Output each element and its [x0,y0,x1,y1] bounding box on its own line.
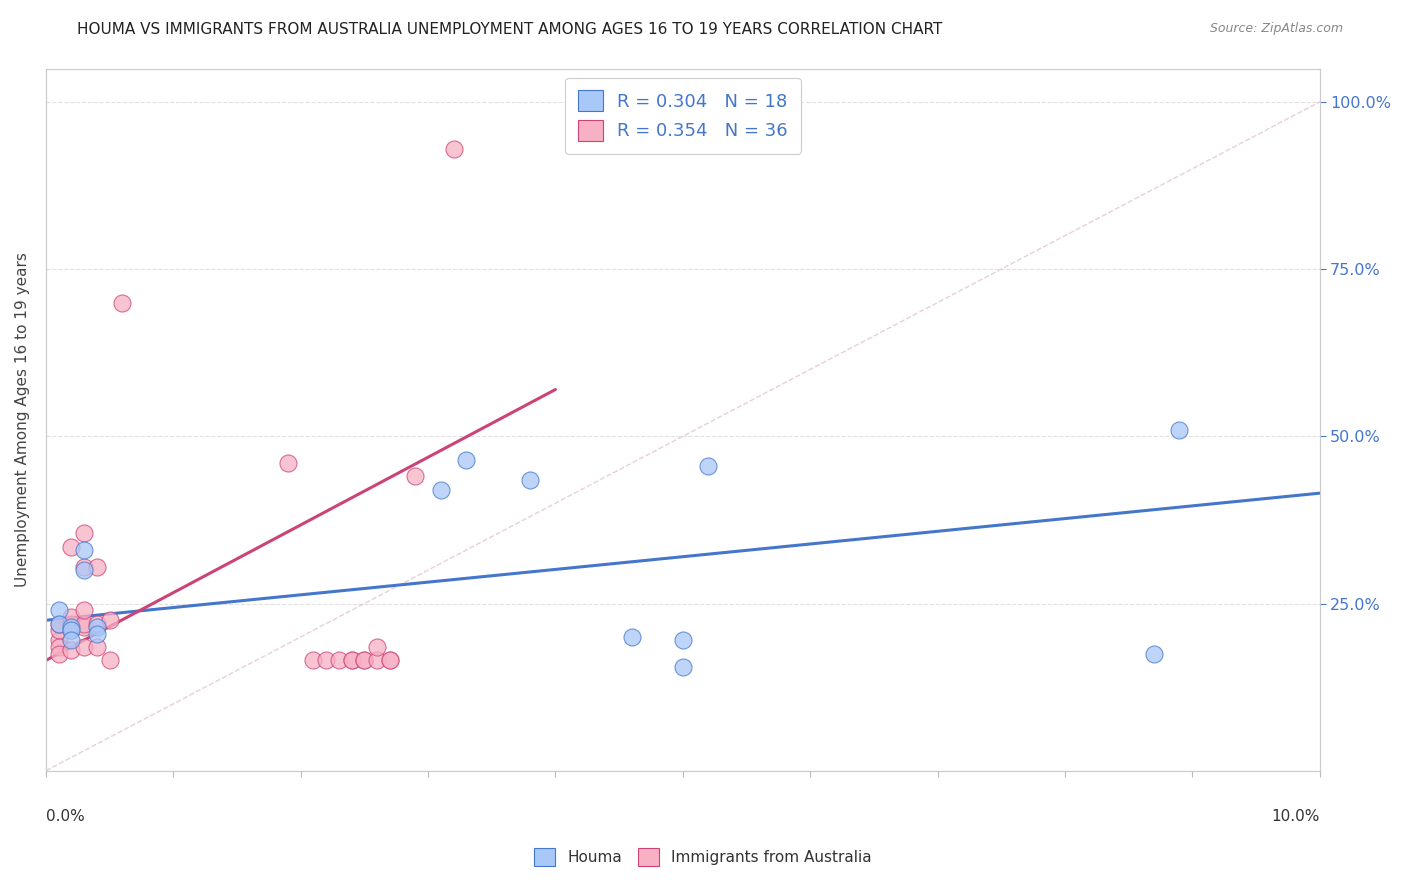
Point [73,543,96,558]
Point [404,469,426,483]
Point [73,603,96,617]
Point [60,624,83,638]
Point [86,616,108,631]
Point [277,456,299,470]
Point [378,653,401,667]
Point [98,653,121,667]
Point [60,540,83,554]
Point [456,452,478,467]
Point [60,633,83,648]
Point [672,660,695,674]
Text: 0.0%: 0.0% [46,809,84,824]
Point [430,483,453,497]
Point [48,616,70,631]
Point [340,653,363,667]
Point [86,640,108,654]
Point [443,142,465,156]
Point [73,559,96,574]
Point [60,610,83,624]
Point [48,616,70,631]
Point [353,653,375,667]
Point [366,653,388,667]
Point [60,643,83,657]
Point [1143,647,1166,661]
Text: Source: ZipAtlas.com: Source: ZipAtlas.com [1209,22,1343,36]
Point [378,653,401,667]
Point [48,640,70,654]
Point [48,624,70,638]
Point [48,633,70,648]
Point [697,459,720,474]
Text: 10.0%: 10.0% [1271,809,1320,824]
Point [73,526,96,541]
Point [86,626,108,640]
Point [672,633,695,648]
Y-axis label: Unemployment Among Ages 16 to 19 years: Unemployment Among Ages 16 to 19 years [15,252,30,587]
Point [98,613,121,627]
Point [111,295,134,310]
Point [73,563,96,577]
Point [73,640,96,654]
Point [366,640,388,654]
Point [302,653,325,667]
Point [519,473,541,487]
Point [60,620,83,634]
Legend: R = 0.304   N = 18, R = 0.354   N = 36: R = 0.304 N = 18, R = 0.354 N = 36 [565,78,800,153]
Point [620,630,643,644]
Point [86,620,108,634]
Point [328,653,350,667]
Point [60,616,83,631]
Point [48,603,70,617]
Point [48,647,70,661]
Point [1168,423,1191,437]
Point [73,620,96,634]
Point [60,624,83,638]
Point [353,653,375,667]
Point [86,559,108,574]
Legend: Houma, Immigrants from Australia: Houma, Immigrants from Australia [526,841,880,873]
Point [73,616,96,631]
Point [315,653,337,667]
Point [340,653,363,667]
Text: HOUMA VS IMMIGRANTS FROM AUSTRALIA UNEMPLOYMENT AMONG AGES 16 TO 19 YEARS CORREL: HOUMA VS IMMIGRANTS FROM AUSTRALIA UNEMP… [77,22,942,37]
